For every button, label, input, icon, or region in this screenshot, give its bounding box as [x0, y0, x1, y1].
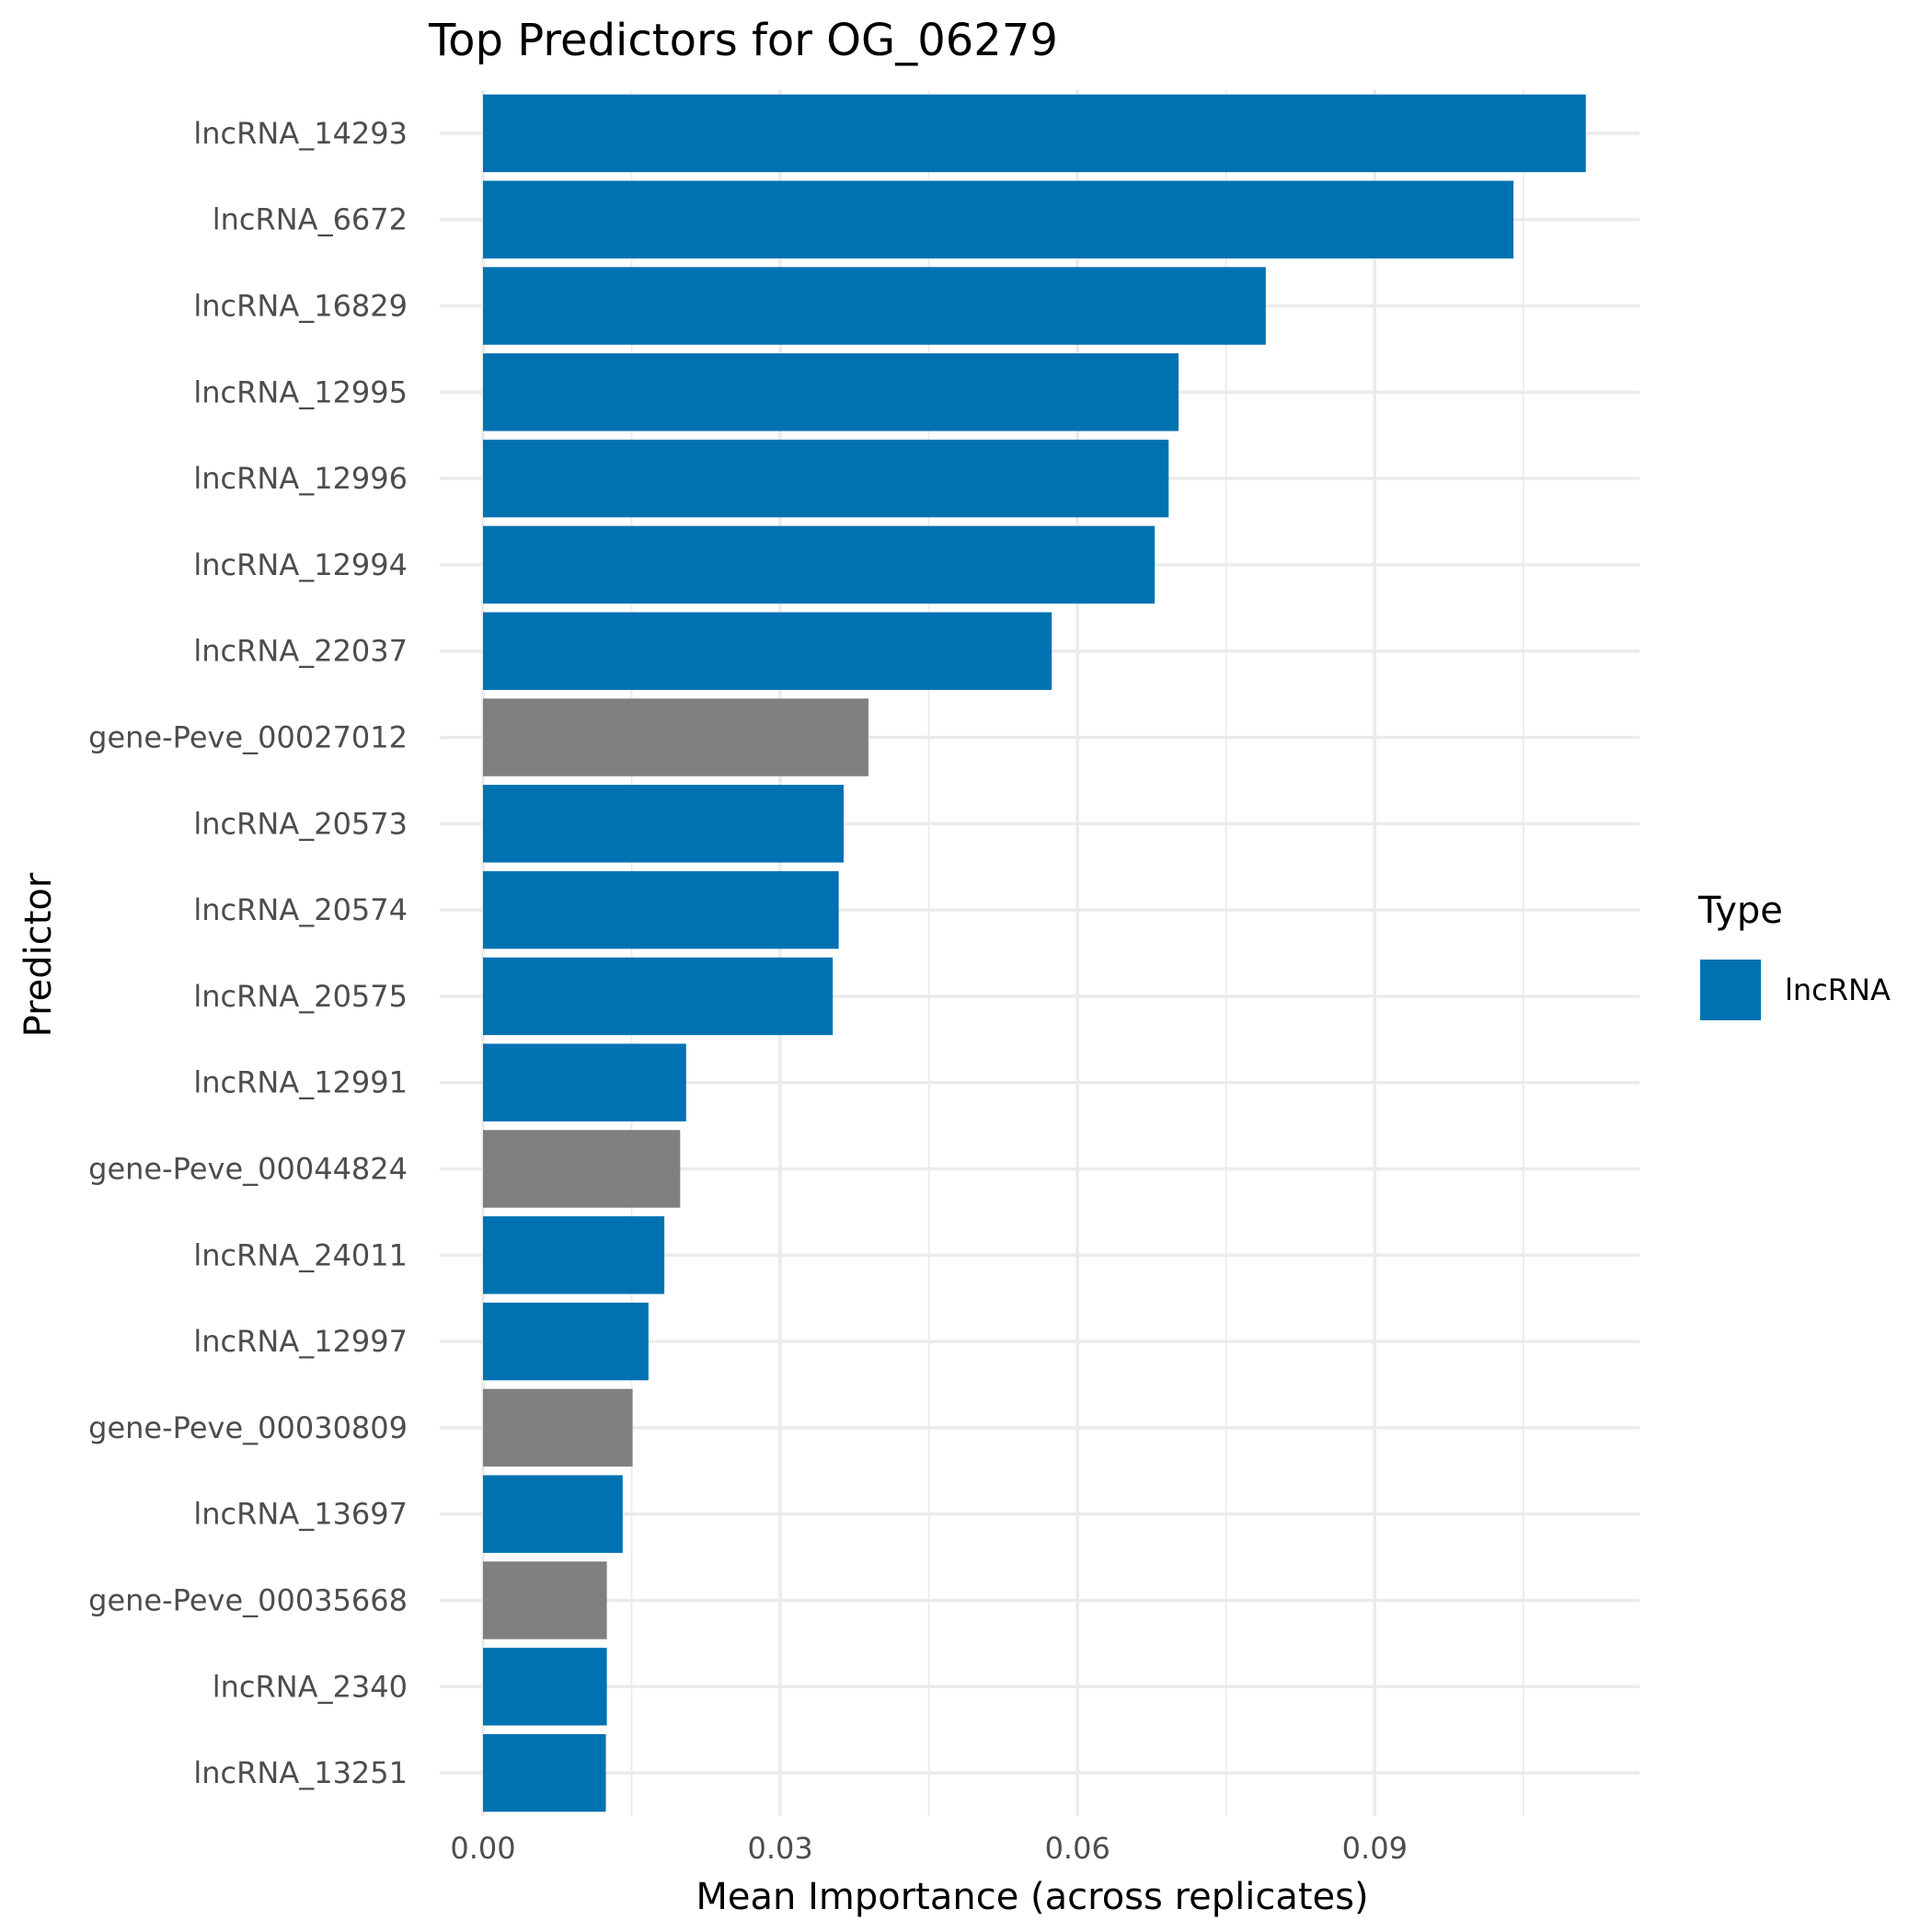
bar-lncRNA_14293: [483, 94, 1586, 173]
x-axis-ticks: 0.00 0.03 0.06 0.09: [450, 1831, 1408, 1866]
x-tick-label: 0.09: [1342, 1831, 1408, 1866]
y-tick-label: lncRNA_20573: [193, 806, 408, 841]
legend: Type lncRNA: [1697, 890, 1891, 1020]
bar-lncRNA_13697: [483, 1475, 623, 1553]
bar-lncRNA_12997: [483, 1302, 649, 1381]
bar-lncRNA_12991: [483, 1043, 686, 1121]
grid: [440, 90, 1639, 1816]
y-tick-label: lncRNA_22037: [193, 634, 408, 669]
bar-lncRNA_12995: [483, 353, 1179, 431]
bar-lncRNA_16829: [483, 267, 1266, 345]
x-tick-label: 0.03: [747, 1831, 812, 1866]
bar-lncRNA_6672: [483, 180, 1514, 259]
bar-lncRNA_20573: [483, 785, 845, 863]
y-tick-label: lncRNA_13697: [193, 1497, 408, 1532]
bar-gene-Peve_00044824: [483, 1130, 681, 1208]
bar-gene-Peve_00030809: [483, 1388, 633, 1467]
y-tick-label: lncRNA_2340: [213, 1669, 408, 1704]
y-tick-label: lncRNA_6672: [213, 202, 408, 237]
x-axis-title: Mean Importance (across replicates): [696, 1876, 1368, 1918]
bar-lncRNA_12996: [483, 439, 1169, 518]
y-tick-label: gene-Peve_00044824: [88, 1152, 408, 1187]
y-axis-title: Predictor: [17, 872, 60, 1037]
x-tick-label: 0.00: [450, 1831, 515, 1866]
y-tick-label: gene-Peve_00035668: [88, 1583, 408, 1618]
bar-lncRNA_13251: [483, 1733, 606, 1812]
bar-lncRNA_24011: [483, 1216, 665, 1294]
x-tick-label: 0.06: [1045, 1831, 1110, 1866]
bar-lncRNA_20574: [483, 870, 839, 949]
y-tick-label: lncRNA_20575: [193, 979, 408, 1014]
y-tick-label: gene-Peve_00027012: [88, 720, 408, 755]
bar-lncRNA_2340: [483, 1648, 607, 1726]
legend-title: Type: [1697, 890, 1783, 932]
y-tick-label: lncRNA_12997: [193, 1324, 408, 1359]
y-tick-label: lncRNA_12996: [193, 461, 408, 496]
bars: [483, 94, 1586, 1812]
legend-label: lncRNA: [1785, 972, 1891, 1007]
y-axis-ticks: lncRNA_14293 lncRNA_6672 lncRNA_16829 lncRN…: [88, 116, 408, 1790]
y-tick-label: gene-Peve_00030809: [88, 1410, 408, 1445]
y-tick-label: lncRNA_16829: [193, 289, 408, 324]
legend-entries: lncRNA: [1700, 960, 1891, 1020]
bar-gene-Peve_00035668: [483, 1561, 607, 1639]
y-tick-label: lncRNA_13251: [193, 1755, 408, 1790]
y-tick-label: lncRNA_12991: [193, 1065, 408, 1100]
chart-title: Top Predictors for OG_06279: [428, 15, 1058, 66]
y-tick-label: lncRNA_20574: [193, 892, 408, 927]
bar-gene-Peve_00027012: [483, 698, 868, 776]
y-tick-label: lncRNA_24011: [193, 1237, 408, 1272]
bar-lncRNA_12994: [483, 525, 1156, 604]
bar-lncRNA_22037: [483, 612, 1052, 690]
y-tick-label: lncRNA_12995: [193, 374, 408, 409]
legend-swatch: [1700, 960, 1761, 1020]
y-tick-label: lncRNA_14293: [193, 116, 408, 151]
y-tick-label: lncRNA_12994: [193, 547, 408, 582]
bar-lncRNA_20575: [483, 957, 834, 1036]
